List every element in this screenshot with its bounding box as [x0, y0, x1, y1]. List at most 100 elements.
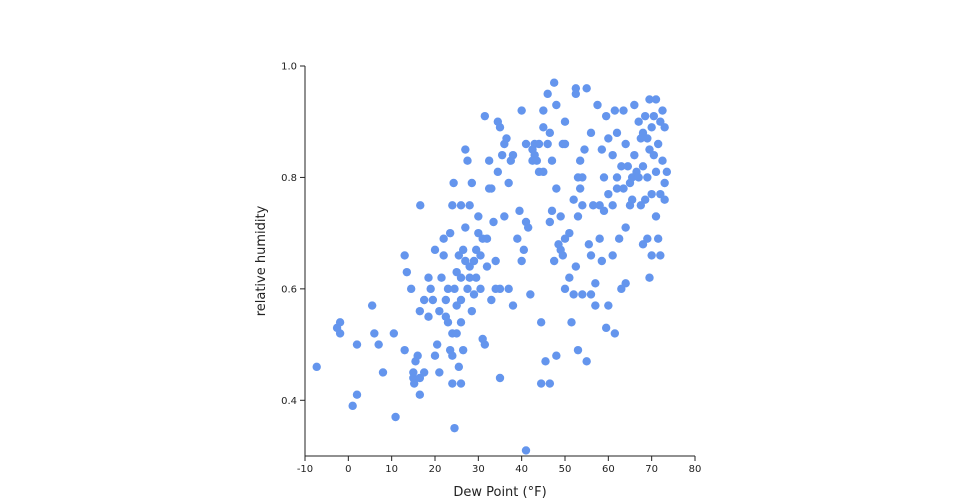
data-point: [552, 351, 561, 360]
data-point: [458, 345, 468, 355]
data-point: [565, 273, 574, 282]
data-point: [424, 312, 433, 321]
data-point: [630, 100, 639, 110]
data-point: [482, 262, 492, 271]
data-point: [552, 100, 561, 110]
data-point: [448, 201, 457, 210]
data-point: [469, 256, 479, 266]
data-point: [532, 156, 542, 165]
data-point: [419, 295, 429, 305]
data-point: [599, 173, 609, 182]
data-point: [448, 379, 457, 388]
data-point: [612, 128, 622, 138]
data-point: [495, 284, 505, 294]
data-point: [426, 284, 435, 294]
data-point: [526, 290, 535, 299]
data-point: [643, 234, 652, 243]
y-tick-label: 0.6: [281, 284, 297, 295]
x-tick-label: 30: [472, 464, 485, 475]
data-point: [549, 78, 559, 87]
data-point: [400, 251, 409, 260]
data-point: [586, 128, 596, 138]
data-point: [634, 173, 643, 182]
data-point: [604, 134, 613, 143]
data-point: [558, 251, 568, 260]
data-point: [601, 111, 611, 121]
x-tick-label: 80: [689, 464, 702, 475]
data-point: [424, 273, 433, 282]
data-point: [463, 156, 472, 165]
data-point: [508, 150, 518, 160]
data-point: [456, 318, 466, 327]
data-point: [545, 217, 555, 227]
data-point: [595, 234, 604, 243]
data-point: [471, 273, 481, 282]
data-point: [413, 351, 422, 360]
x-tick-label: 0: [345, 464, 351, 475]
y-axis-ticks: 0.4 0.6 0.8 1.0: [281, 62, 305, 407]
data-point: [502, 134, 511, 143]
data-point: [634, 117, 643, 126]
data-point: [638, 162, 648, 171]
data-point: [497, 150, 507, 160]
data-point: [571, 262, 581, 271]
x-tick-label: -10: [297, 464, 313, 475]
y-tick-label: 0.4: [281, 396, 297, 407]
data-point: [549, 256, 559, 266]
data-point: [621, 223, 630, 232]
data-point: [604, 189, 613, 199]
data-point: [454, 362, 464, 372]
data-point: [543, 89, 552, 99]
data-point: [487, 295, 496, 305]
data-point: [406, 284, 416, 294]
data-point: [482, 234, 492, 243]
data-point: [640, 111, 650, 121]
data-point: [640, 195, 650, 204]
data-point: [582, 84, 591, 93]
data-point: [443, 318, 453, 327]
data-point: [647, 251, 656, 260]
data-point: [448, 351, 457, 360]
data-point: [517, 256, 526, 266]
data-point: [658, 156, 667, 165]
data-point: [569, 290, 578, 299]
data-point: [580, 145, 589, 154]
data-point: [539, 167, 548, 177]
data-point: [352, 340, 362, 349]
data-point: [619, 184, 628, 193]
data-point: [456, 201, 466, 210]
data-point: [495, 123, 505, 132]
data-point: [584, 240, 594, 249]
data-point: [495, 373, 505, 383]
data-point: [647, 123, 656, 132]
data-point: [560, 139, 570, 149]
data-point: [484, 156, 494, 165]
data-point: [543, 139, 552, 149]
data-point: [578, 201, 587, 210]
data-point: [534, 139, 544, 149]
data-point: [517, 106, 526, 115]
x-tick-label: 60: [602, 464, 615, 475]
data-point: [521, 139, 531, 149]
x-axis-ticks: -10 0 10 20 30 40 50 60 70 80: [297, 456, 702, 475]
data-point: [575, 156, 585, 165]
data-point: [588, 201, 598, 210]
data-point: [547, 206, 557, 216]
x-tick-label: 10: [385, 464, 398, 475]
data-point: [545, 379, 555, 388]
data-point: [439, 234, 448, 243]
data-point: [621, 279, 630, 288]
data-point: [649, 111, 659, 121]
data-point: [443, 284, 453, 294]
data-point: [604, 301, 613, 310]
data-point: [335, 329, 345, 338]
x-tick-label: 50: [559, 464, 572, 475]
data-point: [437, 273, 446, 282]
data-point: [536, 379, 546, 388]
data-point: [523, 223, 533, 232]
data-point: [608, 251, 617, 260]
data-point: [539, 106, 548, 115]
data-point: [458, 245, 468, 255]
data-point: [461, 145, 470, 154]
data-point: [416, 201, 425, 210]
